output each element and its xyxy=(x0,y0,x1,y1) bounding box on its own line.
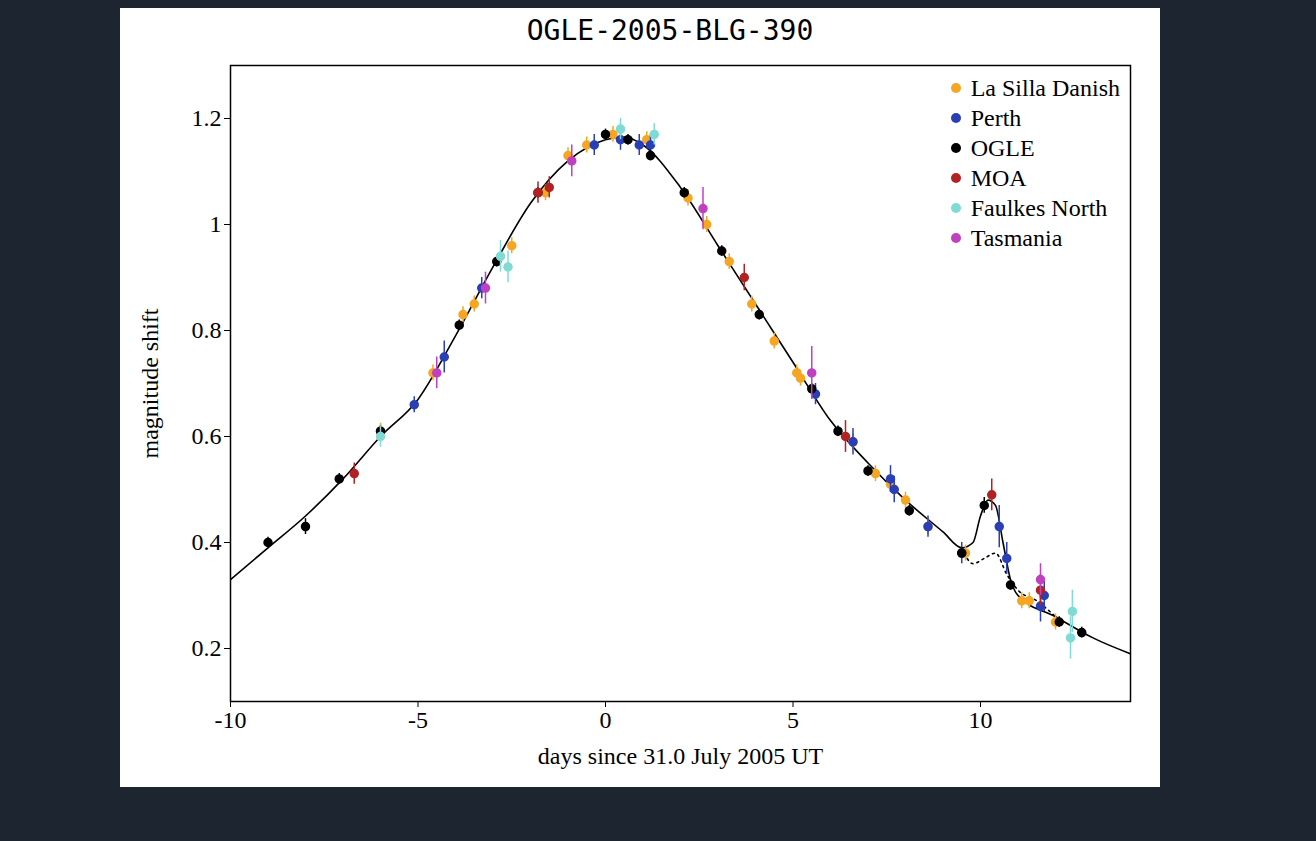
svg-text:days since 31.0 July 2005 UT: days since 31.0 July 2005 UT xyxy=(538,743,824,769)
html-text:Tasmania: Tasmania xyxy=(970,225,1063,251)
svg-text:0.6: 0.6 xyxy=(192,423,222,449)
svg-text:5: 5 xyxy=(787,707,799,733)
svg-text:0.8: 0.8 xyxy=(192,317,222,343)
svg-text:magnitude shift: magnitude shift xyxy=(137,308,163,458)
html-text:OGLE-2005-BLG-390: OGLE-2005-BLG-390 xyxy=(526,14,814,47)
html-text:Faulkes North: Faulkes North xyxy=(970,195,1108,221)
svg-text:1: 1 xyxy=(210,211,222,237)
svg-text:0: 0 xyxy=(600,707,612,733)
html-text:La Silla Danish: La Silla Danish xyxy=(970,75,1120,101)
svg-text:-10: -10 xyxy=(215,707,247,733)
svg-text:0.2: 0.2 xyxy=(192,635,222,661)
html-text:OGLE: OGLE xyxy=(970,135,1035,161)
html-text:MOA: MOA xyxy=(970,165,1027,191)
svg-text:0.4: 0.4 xyxy=(192,529,222,555)
svg-text:1.2: 1.2 xyxy=(192,105,222,131)
html-text:Perth: Perth xyxy=(970,105,1022,131)
svg-text:10: 10 xyxy=(969,707,993,733)
svg-text:-5: -5 xyxy=(408,707,428,733)
